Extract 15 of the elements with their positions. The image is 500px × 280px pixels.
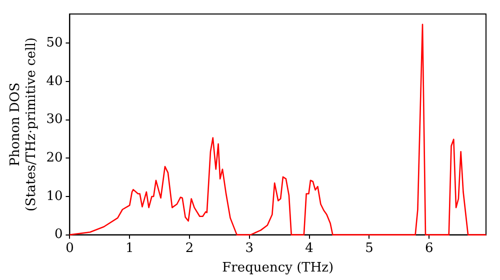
x-tick-label: 0 [66, 240, 74, 256]
y-tick-label: 0 [54, 227, 63, 242]
x-tick-label: 6 [424, 240, 434, 256]
y-tick-label: 20 [46, 150, 63, 166]
x-tick-label: 1 [125, 240, 134, 256]
x-tick-label: 5 [365, 240, 374, 256]
y-tick-label: 10 [46, 188, 63, 204]
x-tick-label: 3 [245, 240, 254, 256]
y-axis-title: Phonon DOS (States/THz·primitive cell) [8, 37, 39, 212]
x-axis-title: Frequency (THz) [222, 260, 334, 276]
y-tick-label: 30 [46, 112, 63, 128]
y-tick-label: 40 [46, 74, 63, 89]
y-tick-label: 50 [46, 36, 63, 51]
x-tick-label: 4 [305, 240, 314, 256]
x-tick-label: 2 [185, 240, 194, 256]
